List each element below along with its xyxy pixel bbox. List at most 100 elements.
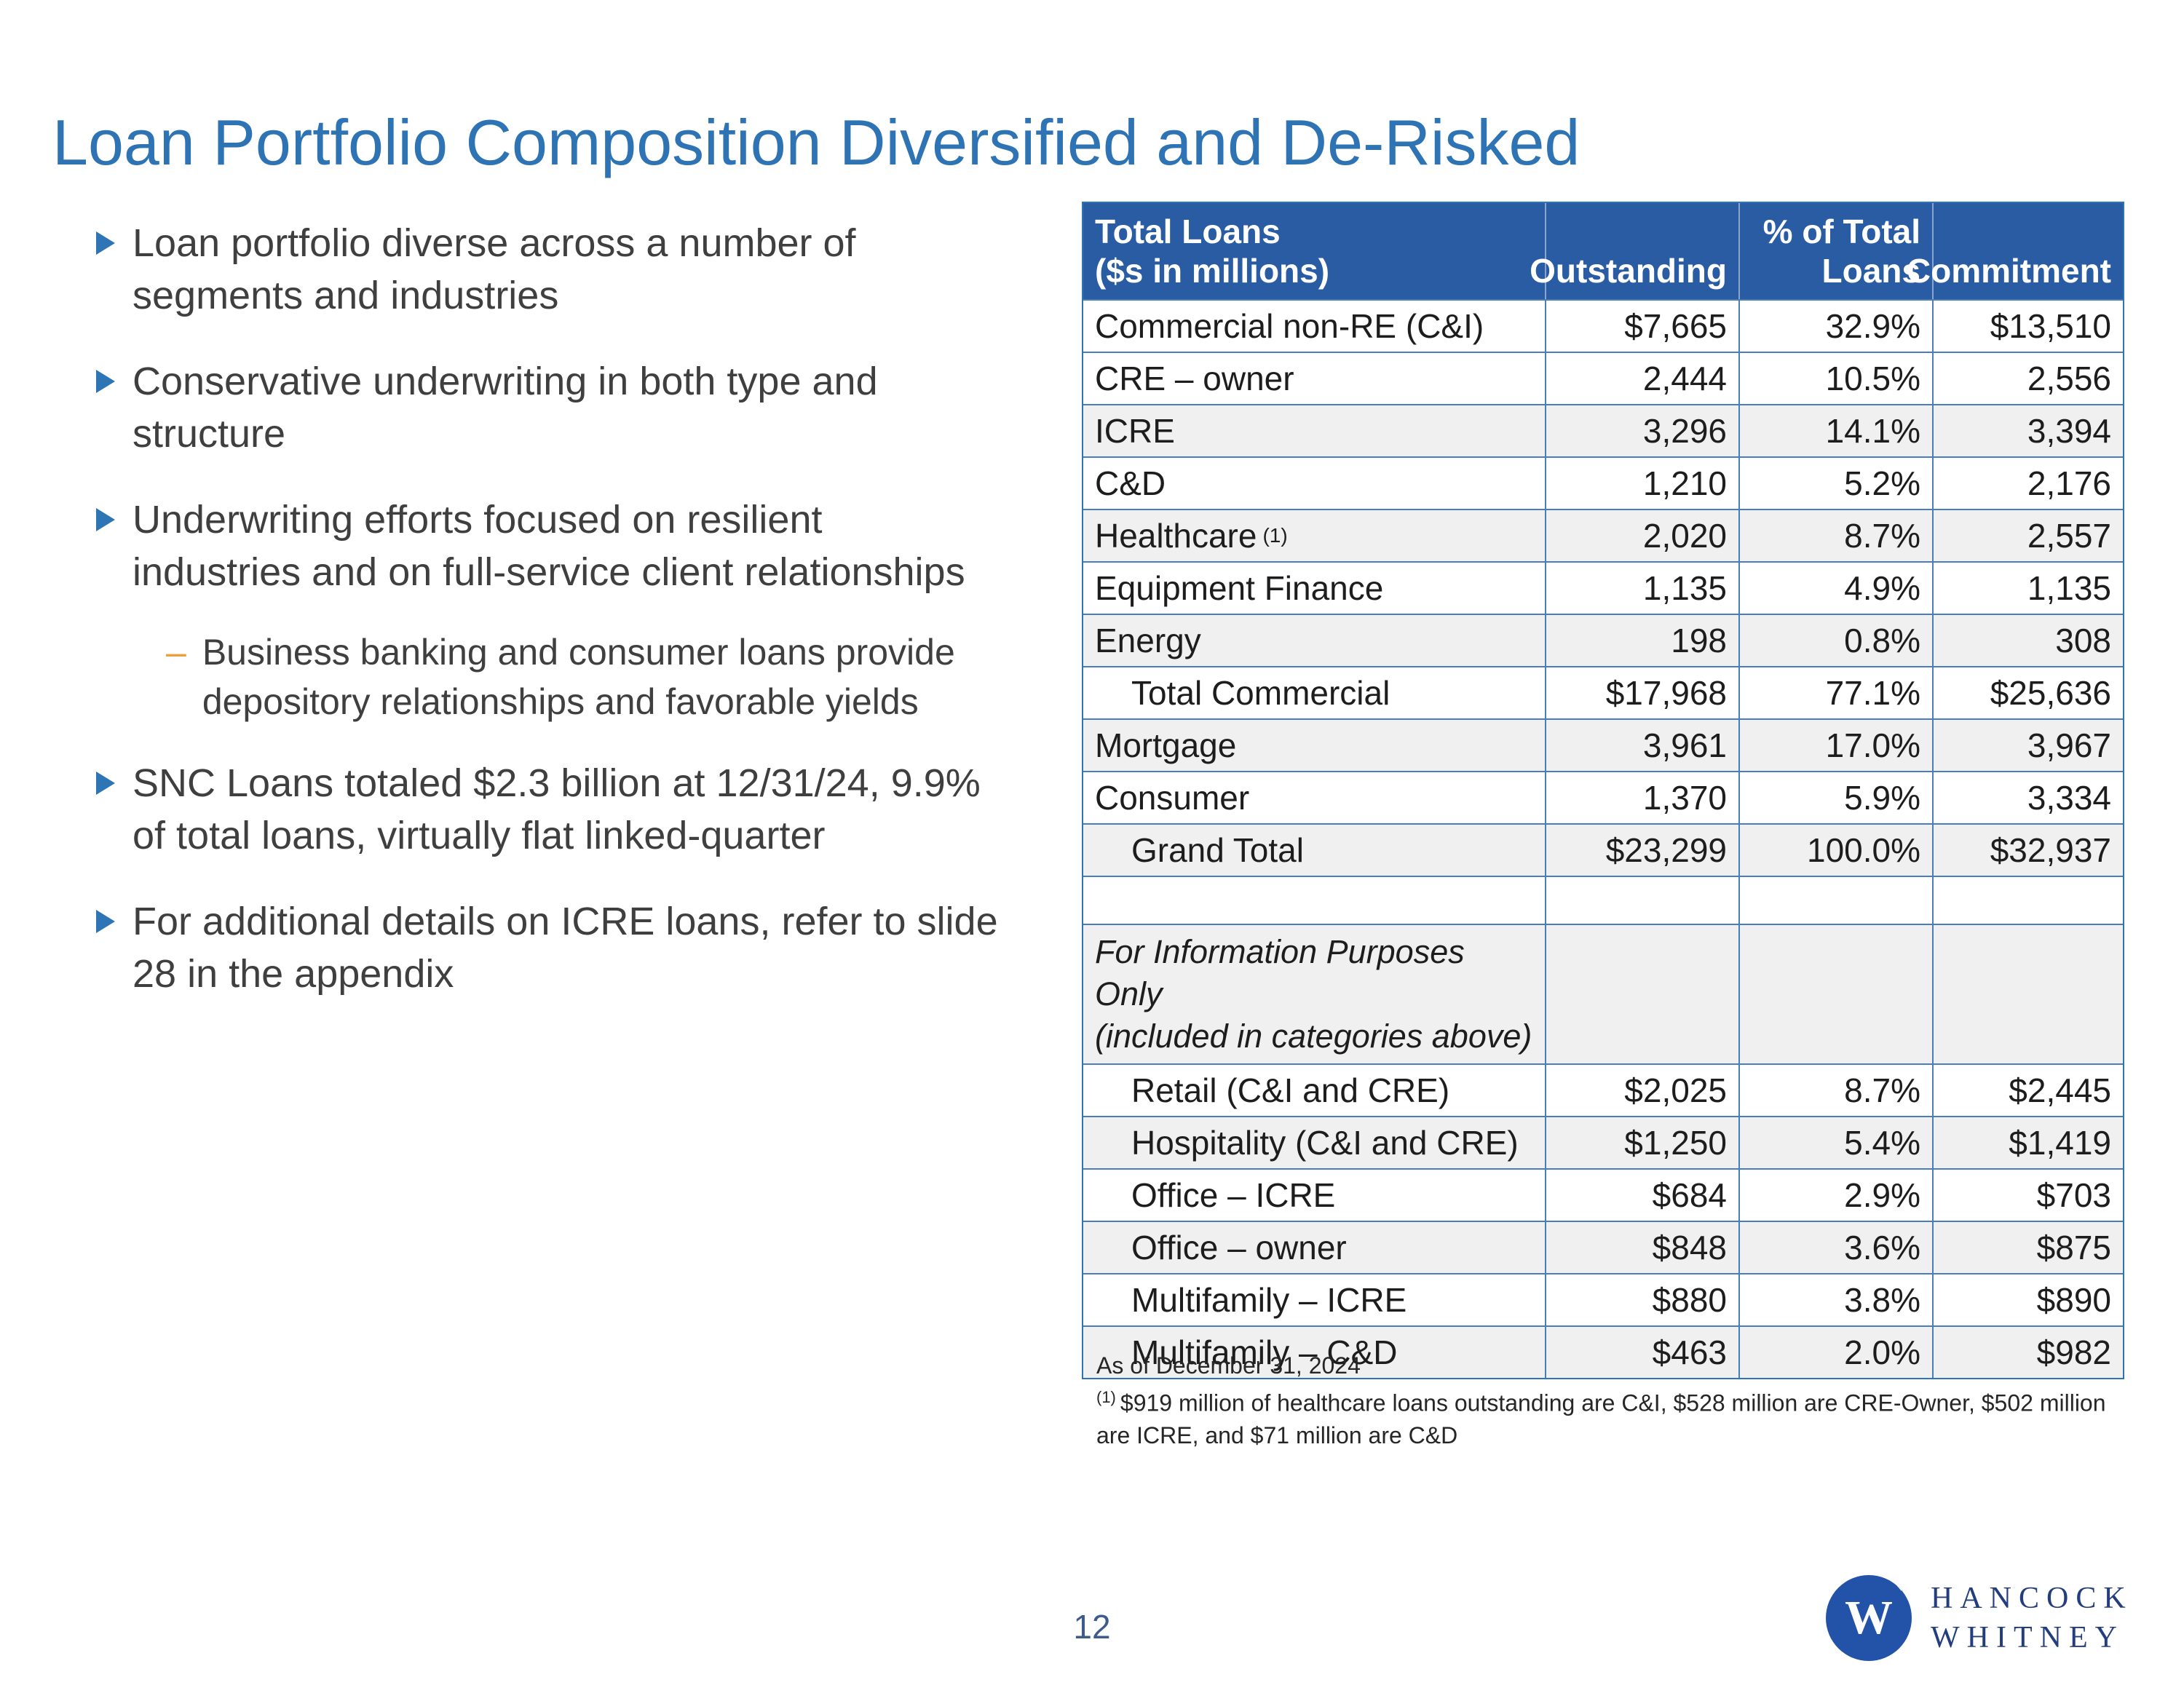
bullet-text: For additional details on ICRE loans, re… [132,900,998,996]
row-commitment: 2,557 [2027,517,2111,555]
row-label: Grand Total [1083,825,1546,876]
row-commitment: 3,394 [2027,412,2111,450]
row-commitment: 3,334 [2027,779,2111,817]
table-row: Healthcare (1) 2,020 8.7% 2,557 [1083,509,2123,561]
table-header-commitment: Commitment [1906,252,2111,290]
row-outstanding: $684 [1546,1170,1740,1221]
row-commitment: 2,176 [2027,464,2111,502]
table-row: Energy 198 0.8% 308 [1083,614,2123,666]
row-pct: 77.1% [1740,667,1934,718]
table-row: Multifamily – C&D $463 2.0% $982 [1083,1325,2123,1378]
info-section-header-row: For Information Purposes Only (included i… [1083,924,2123,1063]
footnote-healthcare: (1) $919 million of healthcare loans outs… [1096,1388,2106,1448]
row-pct: 14.1% [1740,405,1934,456]
hancock-whitney-wordmark: HANCOCK WHITNEY [1931,1582,2133,1654]
row-pct: 8.7% [1740,1065,1934,1116]
row-outstanding: $2,025 [1546,1065,1740,1116]
row-outstanding: 1,370 [1546,772,1740,823]
row-commitment: 3,967 [2027,726,2111,764]
row-commitment: $890 [2036,1281,2111,1319]
info-section-header-empty-cell [1934,925,2123,1063]
row-pct: 3.6% [1740,1222,1934,1273]
row-commitment: 308 [2055,622,2111,659]
row-commitment [1934,877,2123,924]
row-label: Office – ICRE [1083,1170,1546,1221]
row-pct: 5.4% [1740,1117,1934,1168]
row-pct: 10.5% [1740,353,1934,404]
table-row: Mortgage 3,961 17.0% 3,967 [1083,718,2123,771]
row-label: ICRE [1083,405,1546,456]
row-label: Multifamily – ICRE [1083,1274,1546,1325]
info-section-header-label: For Information Purposes Only (included i… [1083,925,1546,1063]
row-commitment: 2,556 [2027,360,2111,397]
row-outstanding: 2,444 [1546,353,1740,404]
row-label: Energy [1083,615,1546,666]
row-outstanding: 1,210 [1546,458,1740,509]
table-row: Retail (C&I and CRE) $2,025 8.7% $2,445 [1083,1063,2123,1116]
row-commitment: 1,135 [2027,569,2111,607]
row-commitment: $875 [2036,1229,2111,1266]
sub-bullet-dash-icon: – [166,632,186,673]
table-row: Total Commercial $17,968 77.1% $25,636 [1083,666,2123,718]
row-label: C&D [1083,458,1546,509]
row-label: Mortgage [1083,720,1546,771]
hancock-whitney-logo: W HANCOCK WHITNEY [1826,1575,2133,1661]
row-pct: 2.0% [1740,1327,1934,1378]
row-pct: 4.9% [1740,563,1934,614]
row-outstanding: $17,968 [1546,667,1740,718]
table-row: Office – ICRE $684 2.9% $703 [1083,1168,2123,1221]
row-pct: 8.7% [1740,510,1934,561]
bullet-item: SNC Loans totaled $2.3 billion at 12/31/… [96,757,1064,862]
bullet-triangle-icon [96,772,115,795]
row-pct: 5.9% [1740,772,1934,823]
table-header-total-loans-line2: ($s in millions) [1095,252,1330,290]
table-row: ICRE 3,296 14.1% 3,394 [1083,404,2123,456]
row-label: Total Commercial [1083,667,1546,718]
table-row: Office – owner $848 3.6% $875 [1083,1221,2123,1273]
table-row: Grand Total $23,299 100.0% $32,937 [1083,823,2123,876]
row-commitment: $1,419 [2009,1124,2111,1162]
row-outstanding: $23,299 [1546,825,1740,876]
bullet-item: For additional details on ICRE loans, re… [96,895,1064,1000]
footnotes: As of December 31, 2024 (1) $919 million … [1096,1349,2130,1451]
bullet-list: Loan portfolio diverse across a number o… [96,217,1064,1034]
row-label: Office – owner [1083,1222,1546,1273]
row-pct: 0.8% [1740,615,1934,666]
row-outstanding: 3,296 [1546,405,1740,456]
row-outstanding: 1,135 [1546,563,1740,614]
footnote-superscript: (1) [1096,1388,1116,1406]
row-outstanding: $880 [1546,1274,1740,1325]
info-section-header-empty-cell [1740,925,1934,1063]
row-label [1083,877,1546,924]
total-loans-table: Total Loans ($s in millions) Outstanding… [1082,202,2124,1379]
table-header-total-loans-line1: Total Loans [1095,213,1281,250]
sub-bullet-text: Business banking and consumer loans prov… [202,632,955,722]
table-header-outstanding: Outstanding [1530,203,1740,299]
bullet-triangle-icon [96,508,115,531]
row-outstanding: 3,961 [1546,720,1740,771]
row-commitment: $2,445 [2009,1071,2111,1109]
bullet-item: Loan portfolio diverse across a number o… [96,217,1064,322]
row-pct: 100.0% [1740,825,1934,876]
table-row: CRE – owner 2,444 10.5% 2,556 [1083,352,2123,404]
bullet-text: SNC Loans totaled $2.3 billion at 12/31/… [132,761,981,857]
table-header-row: Total Loans ($s in millions) Outstanding… [1083,203,2123,299]
bullet-text: Underwriting efforts focused on resilien… [132,498,965,594]
bullet-text: Loan portfolio diverse across a number o… [132,221,856,317]
footnote-as-of: As of December 31, 2024 [1096,1352,1361,1379]
table-header-total-loans: Total Loans ($s in millions) [1083,203,1546,299]
table-row: Multifamily – ICRE $880 3.8% $890 [1083,1273,2123,1325]
row-pct: 5.2% [1740,458,1934,509]
row-commitment: $982 [2036,1333,2111,1371]
row-pct: 3.8% [1740,1274,1934,1325]
table-row: Equipment Finance 1,135 4.9% 1,135 [1083,561,2123,614]
table-row: C&D 1,210 5.2% 2,176 [1083,456,2123,509]
row-outstanding: 198 [1546,615,1740,666]
bullet-triangle-icon [96,910,115,933]
page-title: Loan Portfolio Composition Diversified a… [52,106,1580,178]
table-row [1083,876,2123,924]
bullet-triangle-icon [96,370,115,393]
row-outstanding: $848 [1546,1222,1740,1273]
row-pct: 32.9% [1740,301,1934,352]
